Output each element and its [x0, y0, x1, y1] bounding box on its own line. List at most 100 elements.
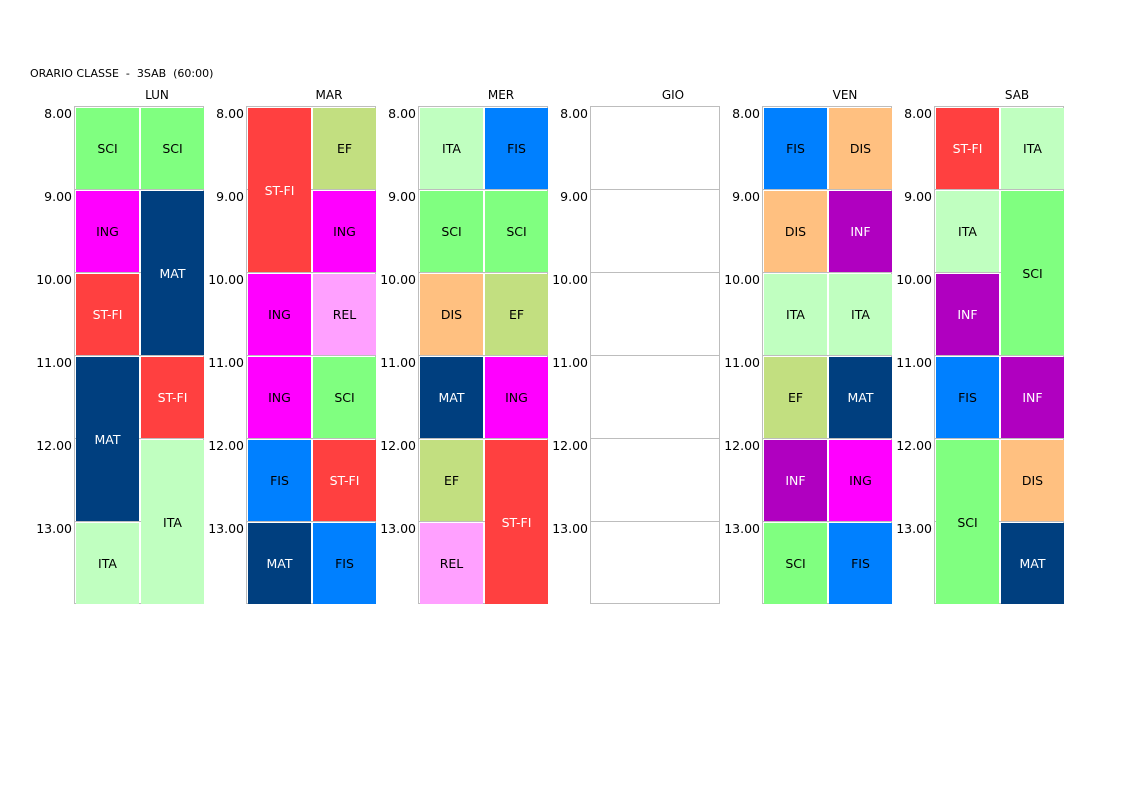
lesson-cell[interactable]: FIS — [936, 357, 999, 438]
lesson-cell[interactable]: ST-FI — [485, 440, 548, 604]
lesson-cell[interactable]: ING — [248, 357, 311, 438]
time-label: 12.00 — [208, 438, 244, 453]
lesson-cell[interactable]: ITA — [829, 274, 892, 355]
hour-divider — [75, 272, 203, 273]
lesson-cell[interactable]: EF — [764, 357, 827, 438]
lesson-cell[interactable]: FIS — [248, 440, 311, 521]
time-label: 10.00 — [380, 272, 416, 287]
time-label: 8.00 — [560, 106, 588, 121]
lesson-cell[interactable]: ING — [76, 191, 139, 272]
lesson-cell[interactable]: INF — [936, 274, 999, 355]
lesson-cell[interactable]: ST-FI — [936, 108, 999, 189]
time-label: 9.00 — [216, 189, 244, 204]
lesson-cell[interactable]: INF — [764, 440, 827, 521]
time-label: 11.00 — [724, 355, 760, 370]
lesson-cell[interactable]: DIS — [829, 108, 892, 189]
day-name: MAR — [315, 88, 343, 102]
hour-divider — [75, 521, 203, 522]
lesson-cell[interactable]: EF — [420, 440, 483, 521]
time-label: 9.00 — [44, 189, 72, 204]
hour-divider — [591, 189, 719, 190]
lesson-cell[interactable]: FIS — [313, 523, 376, 604]
lesson-cell[interactable]: ITA — [420, 108, 483, 189]
lesson-cell[interactable]: ING — [313, 191, 376, 272]
lesson-cell[interactable]: ING — [829, 440, 892, 521]
day-name: VEN — [832, 88, 858, 102]
day-name: MER — [487, 88, 515, 102]
time-label: 9.00 — [732, 189, 760, 204]
lesson-cell[interactable]: REL — [313, 274, 376, 355]
hour-divider — [591, 272, 719, 273]
lesson-cell[interactable]: SCI — [1001, 191, 1064, 355]
lesson-cell[interactable]: ITA — [141, 440, 204, 604]
lesson-cell[interactable]: FIS — [829, 523, 892, 604]
lesson-cell[interactable]: ING — [485, 357, 548, 438]
lesson-cell[interactable]: MAT — [1001, 523, 1064, 604]
lesson-cell[interactable]: INF — [829, 191, 892, 272]
day-column-mar: MAR 8.00 9.00 10.00 11.00 12.00 13.00 ST-FI EF IN… — [202, 88, 406, 618]
time-label: 11.00 — [208, 355, 244, 370]
lesson-cell[interactable]: SCI — [76, 108, 139, 189]
lesson-cell[interactable]: ST-FI — [141, 357, 204, 438]
day-name: LUN — [145, 88, 169, 102]
time-label: 12.00 — [552, 438, 588, 453]
time-label: 11.00 — [552, 355, 588, 370]
time-label: 9.00 — [388, 189, 416, 204]
timetable-title: ORARIO CLASSE - 3SAB (60:00) — [30, 67, 214, 80]
lesson-cell[interactable]: ST-FI — [248, 108, 311, 272]
day-grid: ST-FI ITA ITA SCI INF FIS INF SCI DIS MAT — [934, 106, 1064, 604]
lesson-cell[interactable]: MAT — [141, 191, 204, 355]
hour-divider — [935, 189, 1063, 190]
hour-divider — [75, 189, 203, 190]
lesson-cell[interactable]: ITA — [76, 523, 139, 604]
hour-divider — [419, 438, 547, 439]
time-label: 11.00 — [380, 355, 416, 370]
time-label: 8.00 — [904, 106, 932, 121]
lesson-cell[interactable]: MAT — [248, 523, 311, 604]
hour-divider — [75, 355, 203, 356]
lesson-cell[interactable]: DIS — [764, 191, 827, 272]
hour-divider — [591, 355, 719, 356]
lesson-cell[interactable]: FIS — [764, 108, 827, 189]
lesson-cell[interactable]: DIS — [420, 274, 483, 355]
hour-divider — [763, 521, 891, 522]
lesson-cell[interactable]: MAT — [76, 357, 139, 521]
hour-divider — [935, 272, 1063, 273]
lesson-cell[interactable]: ITA — [936, 191, 999, 272]
hour-divider — [419, 272, 547, 273]
lesson-cell[interactable]: REL — [420, 523, 483, 604]
lesson-cell[interactable]: ST-FI — [76, 274, 139, 355]
hour-divider — [419, 189, 547, 190]
time-label: 12.00 — [380, 438, 416, 453]
lesson-cell[interactable]: EF — [313, 108, 376, 189]
hour-divider — [935, 521, 1063, 522]
time-label: 13.00 — [724, 521, 760, 536]
lesson-cell[interactable]: ING — [248, 274, 311, 355]
lesson-cell[interactable]: DIS — [1001, 440, 1064, 521]
time-label: 8.00 — [388, 106, 416, 121]
time-label: 10.00 — [552, 272, 588, 287]
day-name: GIO — [661, 88, 685, 102]
lesson-cell[interactable]: ITA — [764, 274, 827, 355]
day-column-sab: SAB 8.00 9.00 10.00 11.00 12.00 13.00 ST-FI ITA I… — [890, 88, 1094, 618]
hour-divider — [247, 272, 375, 273]
lesson-cell[interactable]: SCI — [485, 191, 548, 272]
lesson-cell[interactable]: ITA — [1001, 108, 1064, 189]
time-label: 8.00 — [216, 106, 244, 121]
lesson-cell[interactable]: MAT — [829, 357, 892, 438]
lesson-cell[interactable]: SCI — [936, 440, 999, 604]
time-label: 12.00 — [36, 438, 72, 453]
lesson-cell[interactable]: INF — [1001, 357, 1064, 438]
lesson-cell[interactable]: MAT — [420, 357, 483, 438]
lesson-cell[interactable]: EF — [485, 274, 548, 355]
lesson-cell[interactable]: ST-FI — [313, 440, 376, 521]
lesson-cell[interactable]: SCI — [420, 191, 483, 272]
hour-divider — [935, 355, 1063, 356]
lesson-cell[interactable]: FIS — [485, 108, 548, 189]
day-column-gio: GIO 8.00 9.00 10.00 11.00 12.00 13.00 — [546, 88, 750, 618]
hour-divider — [763, 355, 891, 356]
lesson-cell[interactable]: SCI — [764, 523, 827, 604]
lesson-cell[interactable]: SCI — [141, 108, 204, 189]
time-label: 10.00 — [208, 272, 244, 287]
lesson-cell[interactable]: SCI — [313, 357, 376, 438]
